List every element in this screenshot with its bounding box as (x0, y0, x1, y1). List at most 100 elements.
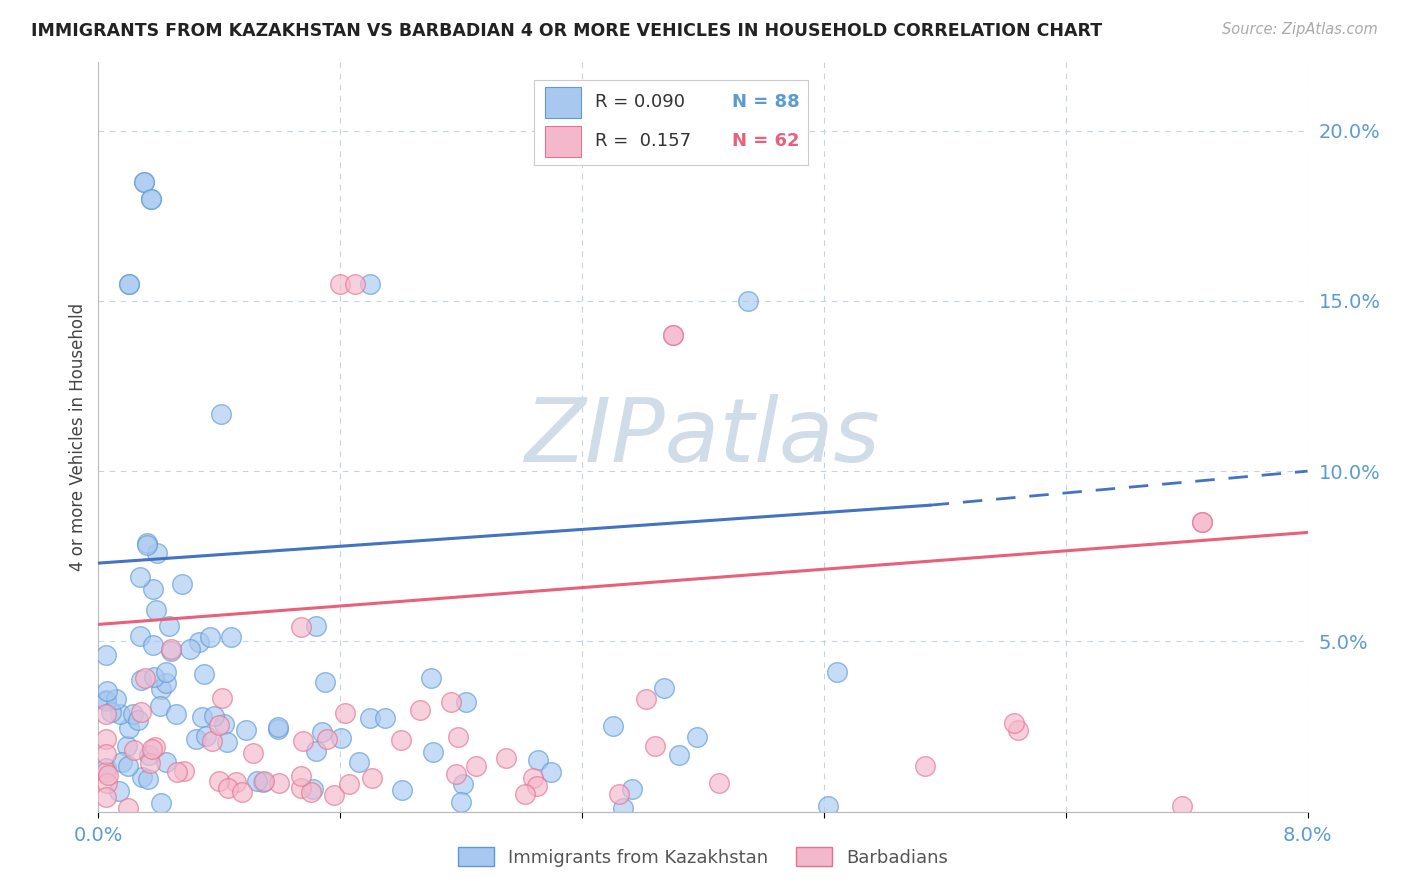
Point (97, 768, 120, 782)
Point (349, 755, 371, 769)
Point (914, 758, 936, 772)
Point (322, 789, 344, 803)
Point (330, 731, 353, 745)
Point (290, 620, 312, 634)
Point (155, 665, 177, 679)
Point (1004, 716, 1026, 731)
Point (155, 675, 177, 690)
Point (200, 630, 222, 644)
Point (302, 781, 325, 796)
Point (817, 799, 839, 814)
Point (246, 774, 269, 789)
Point (337, 777, 360, 791)
Point (118, 277, 141, 291)
Point (117, 801, 139, 815)
Point (118, 721, 141, 735)
Point (359, 711, 381, 725)
Point (143, 669, 166, 683)
Point (231, 784, 253, 798)
Point (311, 724, 333, 739)
Point (422, 746, 444, 760)
Point (131, 770, 153, 784)
Point (143, 740, 166, 755)
Point (644, 739, 666, 753)
Point (453, 777, 475, 791)
Point (235, 723, 257, 737)
Point (96, 683, 118, 698)
Text: IMMIGRANTS FROM KAZAKHSTAN VS BARBADIAN 4 OR MORE VEHICLES IN HOUSEHOLD CORRELAT: IMMIGRANTS FROM KAZAKHSTAN VS BARBADIAN … (31, 22, 1102, 40)
Text: R = 0.090: R = 0.090 (595, 94, 685, 112)
Point (127, 713, 149, 727)
Point (141, 192, 163, 206)
Point (100, 705, 122, 719)
Point (607, 787, 630, 801)
Point (136, 539, 159, 553)
Point (149, 699, 172, 714)
Bar (546, 87, 581, 118)
Point (129, 673, 152, 688)
Point (132, 175, 155, 189)
Point (117, 759, 139, 773)
Point (389, 732, 412, 747)
Point (621, 782, 644, 797)
Point (217, 780, 239, 795)
Point (267, 776, 290, 790)
Point (202, 709, 225, 723)
Text: ZIPatlas: ZIPatlas (526, 394, 880, 480)
Point (290, 780, 312, 795)
Point (166, 764, 188, 779)
Point (540, 765, 562, 780)
Point (456, 695, 478, 709)
Point (134, 671, 156, 685)
Point (1007, 723, 1029, 737)
Point (707, 776, 730, 790)
Point (150, 681, 173, 696)
Point (118, 277, 141, 291)
Legend: Immigrants from Kazakhstan, Barbadians: Immigrants from Kazakhstan, Barbadians (451, 840, 955, 874)
Point (122, 742, 145, 756)
Point (139, 756, 162, 771)
Point (602, 719, 624, 733)
Point (142, 638, 165, 652)
Point (208, 718, 231, 732)
Point (335, 706, 357, 721)
Point (111, 755, 134, 769)
Point (685, 731, 707, 745)
Point (157, 619, 180, 633)
Point (179, 641, 201, 656)
Bar (546, 126, 581, 157)
Point (211, 691, 233, 706)
Point (526, 780, 548, 794)
Point (292, 733, 315, 747)
Point (391, 782, 413, 797)
Y-axis label: 4 or more Vehicles in Household: 4 or more Vehicles in Household (69, 303, 87, 571)
Point (209, 407, 232, 421)
Point (170, 577, 193, 591)
Point (242, 746, 264, 760)
Point (1170, 798, 1192, 813)
Point (94, 648, 117, 662)
Point (360, 277, 382, 291)
Point (439, 695, 461, 709)
Point (94, 747, 117, 762)
Point (215, 735, 238, 749)
Point (96, 776, 118, 790)
Point (634, 691, 657, 706)
Point (201, 734, 224, 748)
Point (94, 790, 117, 805)
Point (267, 723, 290, 737)
Point (105, 692, 128, 706)
Point (141, 192, 163, 206)
Point (374, 711, 396, 725)
Point (661, 327, 683, 342)
Point (495, 750, 517, 764)
Point (129, 570, 152, 584)
Point (190, 710, 212, 724)
Point (527, 753, 550, 767)
Point (290, 769, 312, 783)
Point (661, 327, 683, 342)
Point (314, 675, 336, 690)
Point (654, 681, 676, 696)
Point (450, 796, 472, 810)
Point (344, 277, 367, 291)
